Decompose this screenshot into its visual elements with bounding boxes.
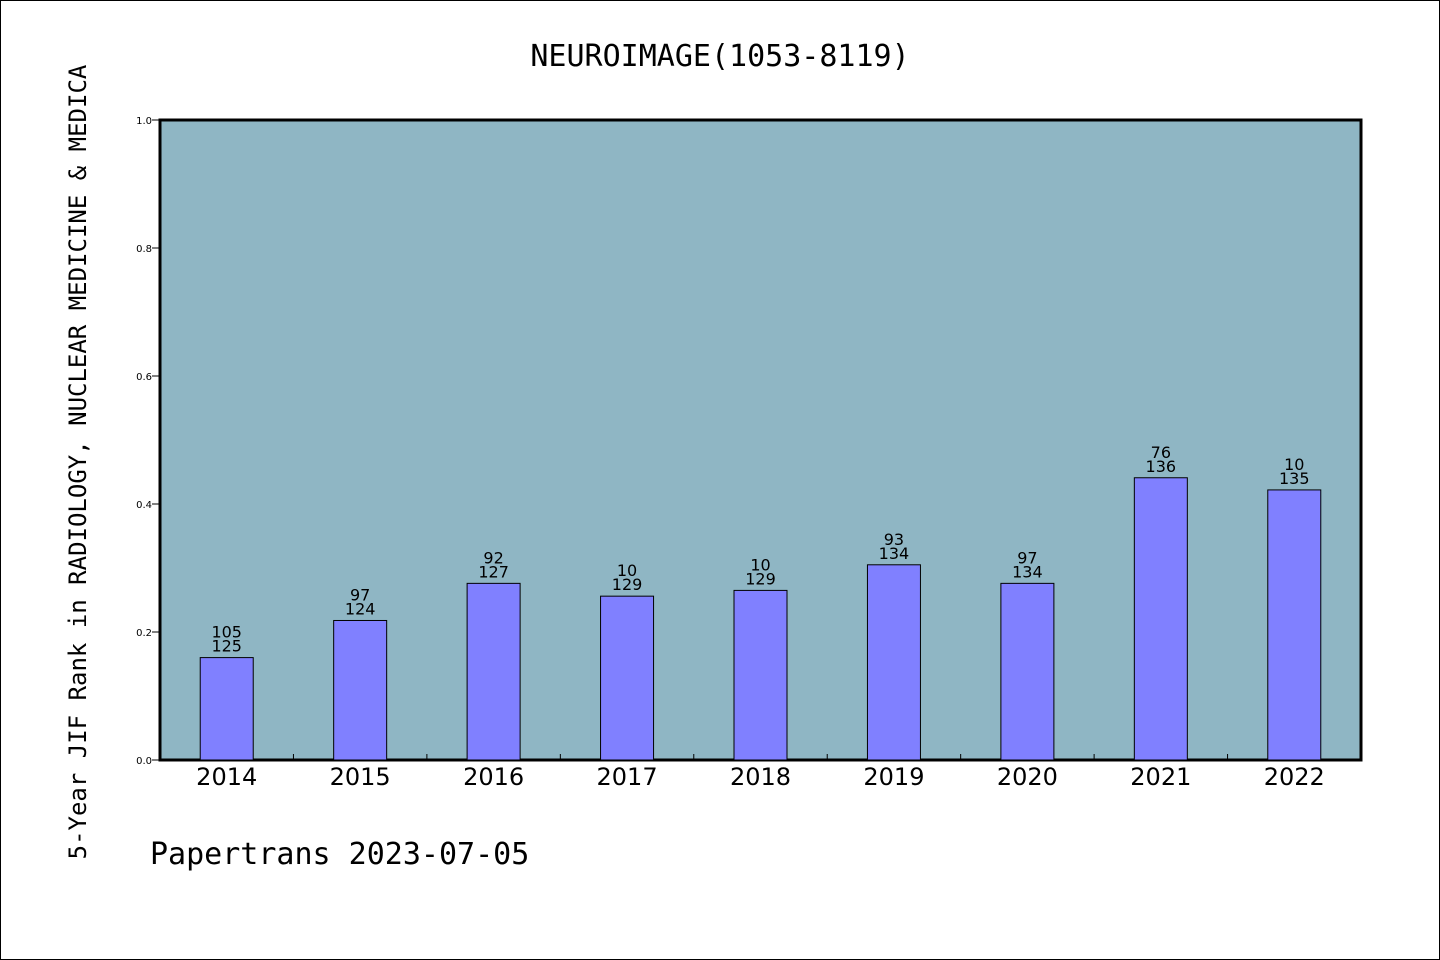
bar-label-total: 134 — [879, 544, 910, 563]
y-tick-label: 0.4 — [136, 500, 152, 511]
x-tick-label: 2017 — [597, 763, 658, 791]
chart-title: NEUROIMAGE(1053-8119) — [530, 39, 909, 74]
footer-credit: Papertrans 2023-07-05 — [150, 837, 529, 872]
bar-label-total: 136 — [1146, 457, 1177, 476]
x-tick-label: 2022 — [1264, 763, 1325, 791]
bar-label-rank: 76 — [1151, 443, 1171, 462]
y-tick-label: 0.2 — [136, 628, 152, 639]
y-axis-label: 5-Year JIF Rank in RADIOLOGY, NUCLEAR ME… — [64, 64, 92, 859]
bar-label-rank: 93 — [884, 530, 904, 549]
y-tick-label: 1.0 — [136, 116, 152, 127]
bar-2019 — [866, 564, 921, 761]
bar-label-rank: 10 — [1284, 455, 1304, 474]
x-tick-label: 2021 — [1130, 763, 1191, 791]
bar-2021 — [1133, 477, 1188, 761]
x-tick-label: 2020 — [997, 763, 1058, 791]
bar-label-total: 129 — [745, 569, 776, 588]
bar-2017 — [600, 595, 655, 761]
bar-label-total: 129 — [612, 575, 643, 594]
bar-2016 — [466, 582, 521, 761]
y-axis: 0.0 0.2 0.4 0.6 0.8 1.0 — [136, 116, 160, 767]
bar-2018 — [733, 589, 788, 761]
x-tick-label: 2015 — [330, 763, 391, 791]
x-tick-label: 2016 — [463, 763, 524, 791]
y-tick-label: 0.6 — [136, 372, 152, 383]
bar-label-rank: 97 — [1017, 548, 1037, 567]
bar-label-total: 135 — [1279, 469, 1310, 488]
bar-2020 — [1000, 582, 1055, 761]
bar-label-rank: 97 — [350, 585, 370, 604]
bar-label-total: 134 — [1012, 562, 1043, 581]
y-tick-label: 0.0 — [136, 756, 152, 767]
bar-label-rank: 92 — [483, 548, 503, 567]
bar-label-rank: 10 — [617, 561, 637, 580]
y-tick-label: 0.8 — [136, 244, 152, 255]
bar-2022 — [1267, 489, 1322, 761]
x-tick-label: 2019 — [863, 763, 924, 791]
bar-label-total: 125 — [211, 637, 242, 656]
bar-2014 — [199, 657, 254, 761]
bar-label-rank: 10 — [750, 555, 770, 574]
x-tick-label: 2014 — [196, 763, 257, 791]
bar-label-total: 124 — [345, 599, 376, 618]
bar-2015 — [333, 619, 388, 761]
x-tick-label: 2018 — [730, 763, 791, 791]
bar-label-total: 127 — [478, 562, 509, 581]
bar-label-rank: 105 — [211, 623, 242, 642]
x-axis: 2014 2015 2016 2017 2018 2019 2020 2021 2022 — [196, 754, 1325, 791]
bars-group — [199, 477, 1322, 761]
